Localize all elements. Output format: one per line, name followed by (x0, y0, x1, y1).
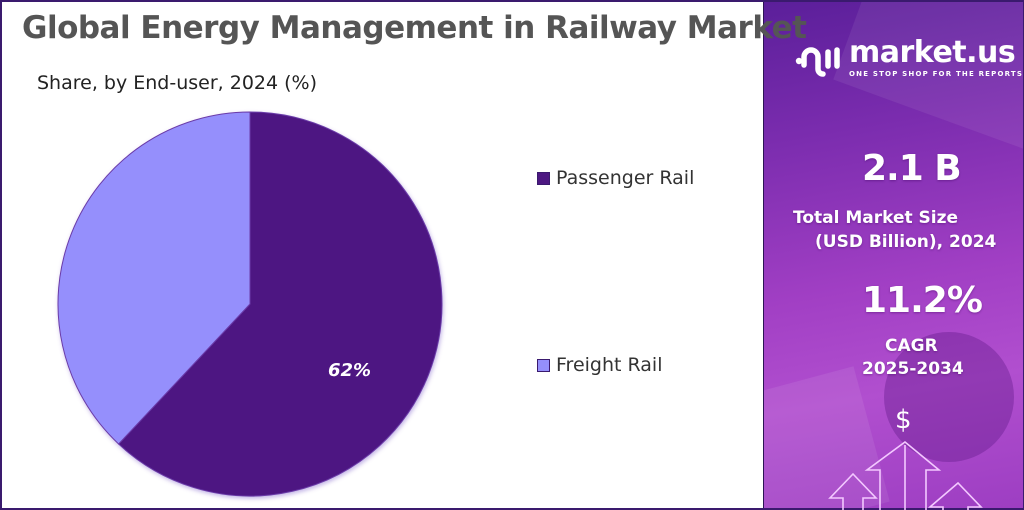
growth-arrows-icon (828, 440, 983, 510)
brand-logo[interactable]: market.us ONE STOP SHOP FOR THE REPORTS (795, 38, 1023, 78)
dollar-icon: $ (895, 405, 912, 435)
chart-title: Global Energy Management in Railway Mark… (22, 10, 807, 46)
cagr-value: 11.2% (862, 280, 983, 321)
pie-chart-svg (57, 111, 443, 497)
legend-label: Freight Rail (556, 354, 663, 376)
cagr-caption-line1: CAGR (885, 336, 938, 356)
chart-subtitle: Share, by End-user, 2024 (%) (37, 72, 318, 94)
brand-tagline: ONE STOP SHOP FOR THE REPORTS (849, 70, 1024, 78)
legend-swatch-icon (537, 358, 550, 372)
market-size-caption-line2: (USD Billion), 2024 (815, 232, 997, 252)
cagr-caption-line2: 2025-2034 (862, 359, 964, 379)
pie-chart (56, 110, 444, 498)
pie-slice-freight-rail[interactable] (57, 111, 251, 445)
market-us-logo-icon (795, 47, 840, 77)
background-shape (833, 2, 1023, 155)
background-shape (884, 332, 1014, 462)
stats-panel (763, 2, 1023, 508)
brand-name: market.us (849, 35, 1016, 70)
legend-item-passenger-rail[interactable]: Passenger Rail (537, 167, 694, 189)
legend-item-freight-rail[interactable]: Freight Rail (537, 354, 663, 376)
legend-label: Passenger Rail (556, 167, 695, 189)
pie-data-label: 62% (328, 360, 372, 381)
pie-slice-passenger-rail[interactable] (117, 111, 443, 497)
legend-swatch-icon (537, 171, 550, 185)
market-size-caption-line1: Total Market Size (793, 208, 959, 228)
market-size-value: 2.1 B (862, 148, 962, 189)
